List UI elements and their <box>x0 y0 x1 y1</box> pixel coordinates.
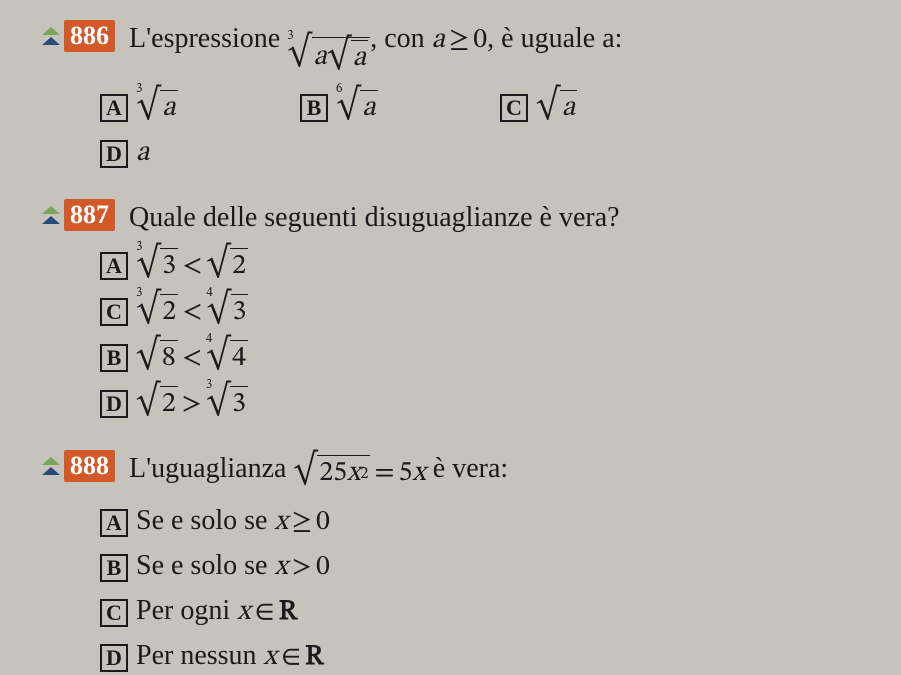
option-expr: 3√a <box>136 90 178 126</box>
option-expr: √a <box>536 90 577 126</box>
prompt-row: 886 L'espressione 3 √ a √ a , con a≥0, è… <box>40 20 861 76</box>
prompt-text: Quale delle seguenti disuguaglianze è ve… <box>129 202 620 234</box>
option-expr: 6√a <box>336 90 378 126</box>
text-part: L'espressione <box>129 23 287 54</box>
option-a: A 3√3 < √2 <box>100 248 490 284</box>
prompt-row: 888 L'uguaglianza √25x2 = 5x è vera: <box>40 450 861 491</box>
problem-886: 886 L'espressione 3 √ a √ a , con a≥0, è… <box>40 20 861 171</box>
options-row: A 3√3 < √2 C 3√2 < 4√3 B √8 < 4√4 D <box>40 248 861 422</box>
prompt-row: 887 Quale delle seguenti disuguaglianze … <box>40 199 861 234</box>
var-x: x <box>412 456 425 491</box>
ge-symbol: ≥ <box>445 23 473 58</box>
lt-symbol: < <box>178 295 206 330</box>
option-letter: B <box>100 554 128 582</box>
exponent: 2 <box>360 464 368 484</box>
option-a: A Se e solo se x≥0 <box>100 505 861 540</box>
lt-symbol: < <box>178 341 206 376</box>
text-suffix: è vera: <box>433 453 508 484</box>
option-expr: √8 < 4√4 <box>136 340 248 376</box>
problem-number: 888 <box>64 450 115 482</box>
option-letter: C <box>100 599 128 627</box>
eq-symbol: = <box>370 456 398 491</box>
option-d: D a <box>100 136 300 171</box>
inner-radicand: a <box>351 40 368 76</box>
option-letter: A <box>100 94 128 122</box>
triangle-icon <box>40 25 62 47</box>
equation: √25x2 = 5x <box>293 455 425 491</box>
var-a: a <box>314 40 327 75</box>
triangle-icon <box>40 455 62 477</box>
options-col: A Se e solo se x≥0 B Se e solo se x>0 C … <box>40 505 861 675</box>
option-letter: A <box>100 509 128 537</box>
option-b: B √8 < 4√4 <box>100 340 490 376</box>
text-part: , con <box>370 23 431 54</box>
problem-number: 887 <box>64 199 115 231</box>
option-letter: D <box>100 644 128 672</box>
problem-number-badge: 888 <box>40 450 115 482</box>
options-row: A 3√a B 6√a C √a D a <box>40 90 861 171</box>
option-letter: C <box>500 94 528 122</box>
option-letter: C <box>100 298 128 326</box>
inner-root: √ a <box>327 40 368 76</box>
option-expr: √2 > 3√3 <box>136 386 248 422</box>
prompt-text: L'uguaglianza √25x2 = 5x è vera: <box>129 453 508 491</box>
gt-symbol: > <box>178 387 206 422</box>
option-letter: B <box>300 94 328 122</box>
option-a: A 3√a <box>100 90 300 126</box>
option-letter: D <box>100 140 128 168</box>
option-c: C Per ogni x∈R <box>100 595 861 630</box>
option-expr: 3√2 < 4√3 <box>136 294 248 330</box>
option-d: D √2 > 3√3 <box>100 386 490 422</box>
outer-radicand: a √ a <box>312 37 371 76</box>
surd-icon: √ <box>327 40 351 76</box>
prompt-text: L'espressione 3 √ a √ a , con a≥0, è ugu… <box>129 23 622 76</box>
problem-number-badge: 886 <box>40 20 115 52</box>
text-prefix: L'uguaglianza <box>129 453 293 484</box>
triangle-icon <box>40 204 62 226</box>
var-x: x <box>347 456 360 491</box>
option-text: Per nessun x∈R <box>136 640 324 675</box>
outer-root: 3 √ a √ a <box>287 37 370 76</box>
coef: 5 <box>399 456 413 491</box>
option-c: C √a <box>500 90 700 126</box>
option-b: B Se e solo se x>0 <box>100 550 861 585</box>
problem-number: 886 <box>64 20 115 52</box>
option-expr: 3√3 < √2 <box>136 248 248 284</box>
option-text: Se e solo se x>0 <box>136 550 330 585</box>
option-b: B 6√a <box>300 90 500 126</box>
option-letter: A <box>100 252 128 280</box>
coef: 25 <box>319 456 347 491</box>
option-c: C 3√2 < 4√3 <box>100 294 490 330</box>
root-index: 3 <box>287 29 293 68</box>
problem-887: 887 Quale delle seguenti disuguaglianze … <box>40 199 861 422</box>
zero: 0 <box>473 23 487 58</box>
option-letter: B <box>100 344 128 372</box>
lt-symbol: < <box>178 249 206 284</box>
problem-888: 888 L'uguaglianza √25x2 = 5x è vera: A S… <box>40 450 861 675</box>
option-d: D Per nessun x∈R <box>100 640 861 675</box>
option-expr: a <box>136 136 149 171</box>
option-text: Se e solo se x≥0 <box>136 505 330 540</box>
var-a: a <box>432 23 445 58</box>
expression: 3 √ a √ a <box>287 37 370 76</box>
option-text: Per ogni x∈R <box>136 595 297 630</box>
problem-number-badge: 887 <box>40 199 115 231</box>
option-letter: D <box>100 390 128 418</box>
